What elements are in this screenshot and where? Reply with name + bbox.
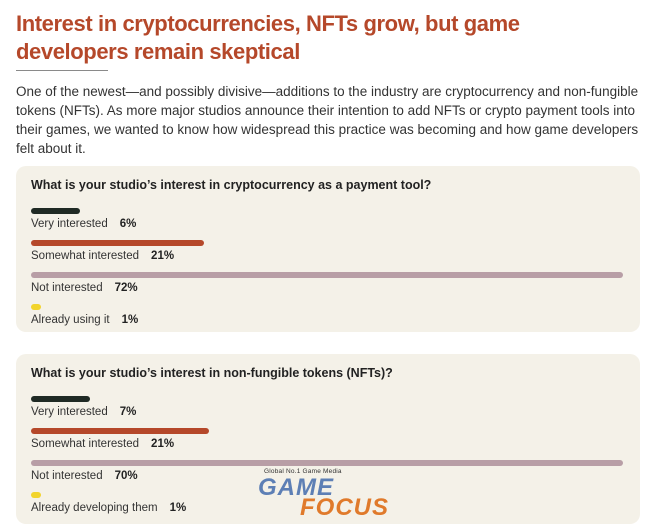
bar [31, 208, 81, 214]
category-label: Somewhat interested [31, 250, 140, 262]
bar-label: Somewhat interested 21% [31, 438, 174, 450]
bar [31, 272, 623, 278]
crypto-chart-panel: What is your studio’s interest in crypto… [16, 166, 640, 332]
bar-label: Very interested 7% [31, 406, 136, 418]
bar-row: Not interested 72% [31, 272, 631, 300]
intro-paragraph: One of the newest—and possibly divisive—… [16, 84, 639, 156]
bar [31, 304, 41, 310]
bar-row: Already using it 1% [31, 304, 631, 332]
bar-label: Not interested 70% [31, 470, 138, 482]
bar-label: Somewhat interested 21% [31, 250, 174, 262]
category-label: Already developing them [31, 502, 158, 514]
watermark-word-focus: FOCUS [300, 494, 389, 521]
value-label: 1% [169, 502, 187, 514]
bar [31, 492, 41, 498]
article-headline: Interest in cryptocurrencies, NFTs grow,… [16, 11, 520, 64]
category-label: Not interested [31, 470, 103, 482]
bar-label: Already developing them 1% [31, 502, 186, 514]
game-focus-watermark: Global No.1 Game Media GAME FOCUS [258, 468, 408, 526]
bar-row: Not interested 70% [31, 460, 631, 488]
bar [31, 396, 91, 402]
bar-row: Somewhat interested 21% [31, 240, 631, 268]
bar [31, 428, 209, 434]
crypto-chart-title: What is your studio’s interest in crypto… [31, 178, 432, 192]
bar-row: Very interested 7% [31, 396, 631, 424]
watermark-word-game: GAME [258, 474, 334, 501]
headline-divider [16, 70, 108, 71]
nft-chart-title: What is your studio’s interest in non-fu… [31, 366, 393, 380]
value-label: 21% [151, 438, 175, 450]
category-label: Not interested [31, 282, 103, 294]
value-label: 1% [121, 314, 139, 326]
bar [31, 460, 623, 466]
value-label: 6% [119, 218, 137, 230]
bar-row: Already developing them 1% [31, 492, 631, 520]
value-label: 7% [119, 406, 137, 418]
bar [31, 240, 204, 246]
bar-label: Very interested 6% [31, 218, 136, 230]
category-label: Somewhat interested [31, 438, 140, 450]
category-label: Very interested [31, 218, 108, 230]
category-label: Already using it [31, 314, 110, 326]
bar-row: Somewhat interested 21% [31, 428, 631, 456]
value-label: 72% [114, 282, 138, 294]
nft-chart-panel: What is your studio’s interest in non-fu… [16, 354, 640, 524]
bar-label: Not interested 72% [31, 282, 138, 294]
value-label: 70% [114, 470, 138, 482]
bar-row: Very interested 6% [31, 208, 631, 236]
category-label: Very interested [31, 406, 108, 418]
value-label: 21% [151, 250, 175, 262]
watermark-tagline: Global No.1 Game Media [264, 468, 342, 475]
bar-label: Already using it 1% [31, 314, 138, 326]
